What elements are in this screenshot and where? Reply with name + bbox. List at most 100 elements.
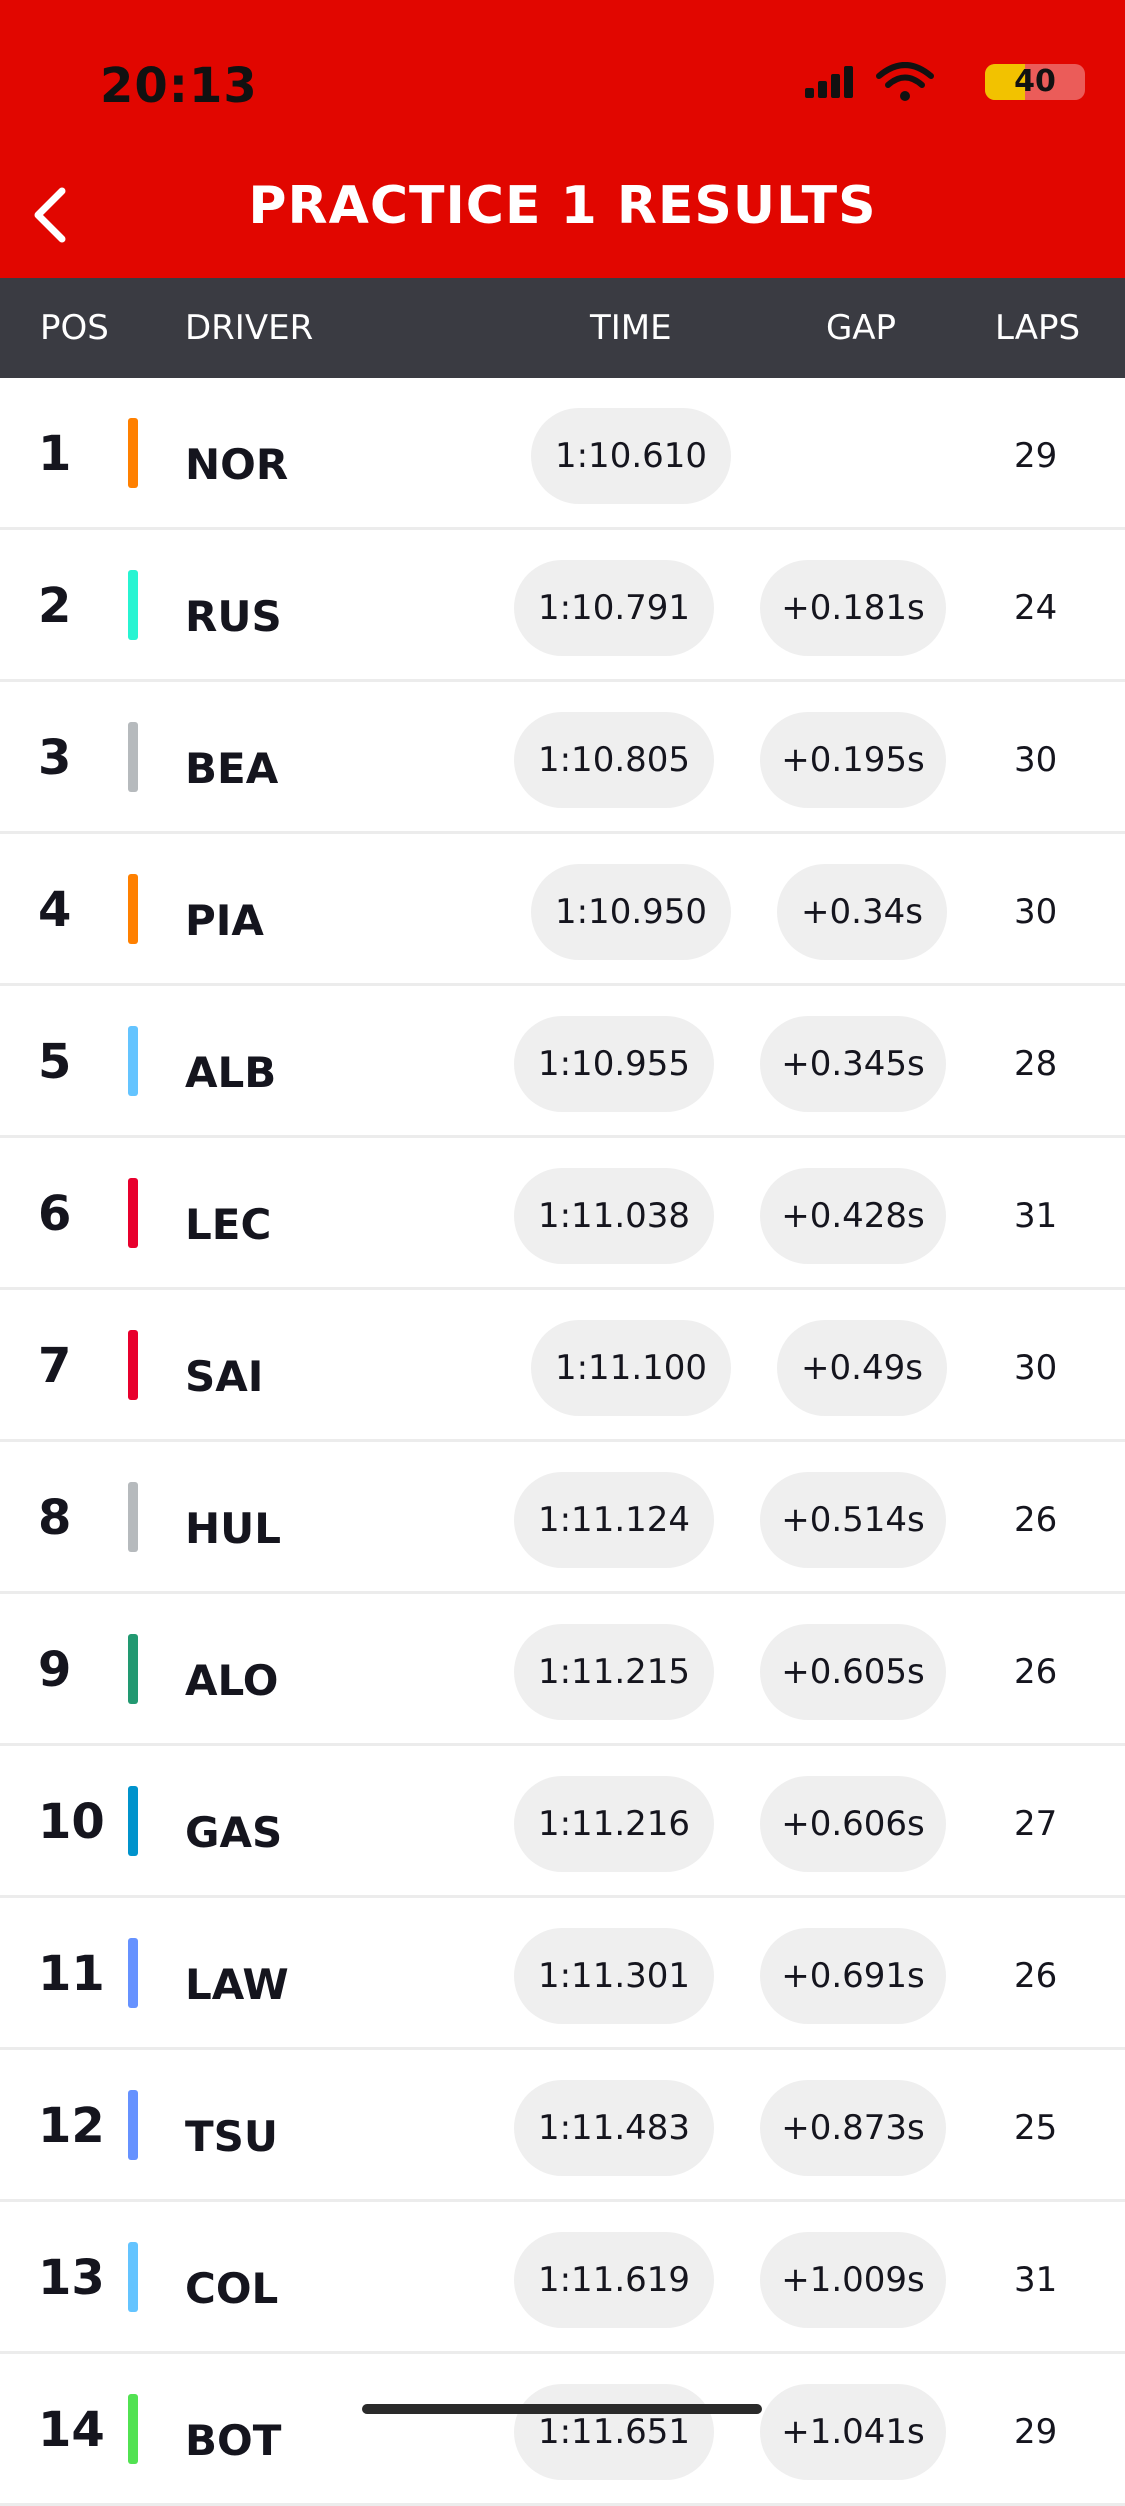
result-position: 12 [38,2098,105,2154]
gap-pill: +0.606s [760,1776,946,1872]
result-position: 1 [38,426,72,482]
result-row[interactable]: 7 SAI 1:11.100 +0.49s 30 [0,1290,1125,1442]
result-row[interactable]: 11 LAW 1:11.301 +0.691s 26 [0,1898,1125,2050]
team-color-bar [128,2242,138,2312]
lap-time-pill: 1:10.955 [514,1016,714,1112]
lap-time-pill: 1:10.610 [531,408,731,504]
driver-code: SAI [185,1352,264,1401]
result-position: 11 [38,1946,105,2002]
driver-code: BOT [185,2416,282,2465]
driver-code: LEC [185,1200,272,1249]
column-pos: POS [40,308,109,348]
result-row[interactable]: 12 TSU 1:11.483 +0.873s 25 [0,2050,1125,2202]
driver-code: TSU [185,2112,279,2161]
back-button[interactable] [20,180,80,250]
result-position: 6 [38,1186,72,1242]
lap-count: 31 [1014,1196,1058,1236]
wifi-icon [876,62,934,101]
lap-time-pill: 1:11.124 [514,1472,714,1568]
driver-code: PIA [185,896,264,945]
result-position: 7 [38,1338,72,1394]
battery-level: 40 [1014,64,1056,99]
lap-time-pill: 1:11.100 [531,1320,731,1416]
lap-count: 24 [1014,588,1058,628]
page-title: PRACTICE 1 RESULTS [248,176,877,236]
app-header: 20:13 40 PRACTICE 1 RESULTS [0,0,1125,278]
home-indicator[interactable] [362,2404,762,2414]
team-color-bar [128,1786,138,1856]
lap-count: 26 [1014,1652,1058,1692]
result-row[interactable]: 9 ALO 1:11.215 +0.605s 26 [0,1594,1125,1746]
result-position: 3 [38,730,72,786]
driver-code: RUS [185,592,282,641]
results-column-header: POS DRIVER TIME GAP LAPS [0,278,1125,378]
battery-icon: 40 [985,64,1085,100]
gap-pill: +0.195s [760,712,946,808]
gap-pill: +0.428s [760,1168,946,1264]
cellular-signal-icon [805,66,855,98]
result-row[interactable]: 3 BEA 1:10.805 +0.195s 30 [0,682,1125,834]
team-color-bar [128,722,138,792]
lap-time-pill: 1:11.651 [514,2384,714,2480]
result-row[interactable]: 4 PIA 1:10.950 +0.34s 30 [0,834,1125,986]
team-color-bar [128,1026,138,1096]
column-driver: DRIVER [185,308,314,348]
lap-time-pill: 1:11.216 [514,1776,714,1872]
driver-code: COL [185,2264,279,2313]
column-laps: LAPS [995,308,1081,348]
result-row[interactable]: 1 NOR 1:10.610 29 [0,378,1125,530]
team-color-bar [128,1330,138,1400]
team-color-bar [128,2394,138,2464]
result-position: 8 [38,1490,72,1546]
lap-count: 30 [1014,740,1058,780]
result-position: 4 [38,882,72,938]
result-position: 2 [38,578,72,634]
gap-pill: +0.605s [760,1624,946,1720]
result-row[interactable]: 14 BOT 1:11.651 +1.041s 29 [0,2354,1125,2506]
driver-code: ALB [185,1048,277,1097]
result-row[interactable]: 2 RUS 1:10.791 +0.181s 24 [0,530,1125,682]
result-position: 9 [38,1642,72,1698]
lap-count: 28 [1014,1044,1058,1084]
driver-code: ALO [185,1656,279,1705]
result-row[interactable]: 8 HUL 1:11.124 +0.514s 26 [0,1442,1125,1594]
result-row[interactable]: 6 LEC 1:11.038 +0.428s 31 [0,1138,1125,1290]
result-position: 14 [38,2402,105,2458]
gap-pill: +0.345s [760,1016,946,1112]
result-row[interactable]: 13 COL 1:11.619 +1.009s 31 [0,2202,1125,2354]
gap-pill: +1.009s [760,2232,946,2328]
team-color-bar [128,1482,138,1552]
lap-count: 26 [1014,1956,1058,1996]
chevron-left-icon [34,187,66,243]
result-position: 5 [38,1034,72,1090]
result-row[interactable]: 10 GAS 1:11.216 +0.606s 27 [0,1746,1125,1898]
team-color-bar [128,1178,138,1248]
status-time: 20:13 [100,58,258,114]
result-row[interactable]: 5 ALB 1:10.955 +0.345s 28 [0,986,1125,1138]
driver-code: GAS [185,1808,283,1857]
lap-time-pill: 1:11.483 [514,2080,714,2176]
driver-code: LAW [185,1960,289,2009]
lap-time-pill: 1:10.950 [531,864,731,960]
lap-count: 29 [1014,2412,1058,2452]
team-color-bar [128,1634,138,1704]
gap-pill: +0.34s [777,864,947,960]
lap-time-pill: 1:11.301 [514,1928,714,2024]
team-color-bar [128,1938,138,2008]
gap-pill: +1.041s [760,2384,946,2480]
lap-time-pill: 1:11.215 [514,1624,714,1720]
team-color-bar [128,874,138,944]
team-color-bar [128,570,138,640]
team-color-bar [128,418,138,488]
lap-time-pill: 1:10.805 [514,712,714,808]
lap-time-pill: 1:10.791 [514,560,714,656]
lap-count: 30 [1014,1348,1058,1388]
lap-time-pill: 1:11.038 [514,1168,714,1264]
lap-count: 31 [1014,2260,1058,2300]
gap-pill: +0.873s [760,2080,946,2176]
gap-pill: +0.49s [777,1320,947,1416]
driver-code: BEA [185,744,279,793]
driver-code: NOR [185,440,289,489]
lap-count: 30 [1014,892,1058,932]
lap-time-pill: 1:11.619 [514,2232,714,2328]
